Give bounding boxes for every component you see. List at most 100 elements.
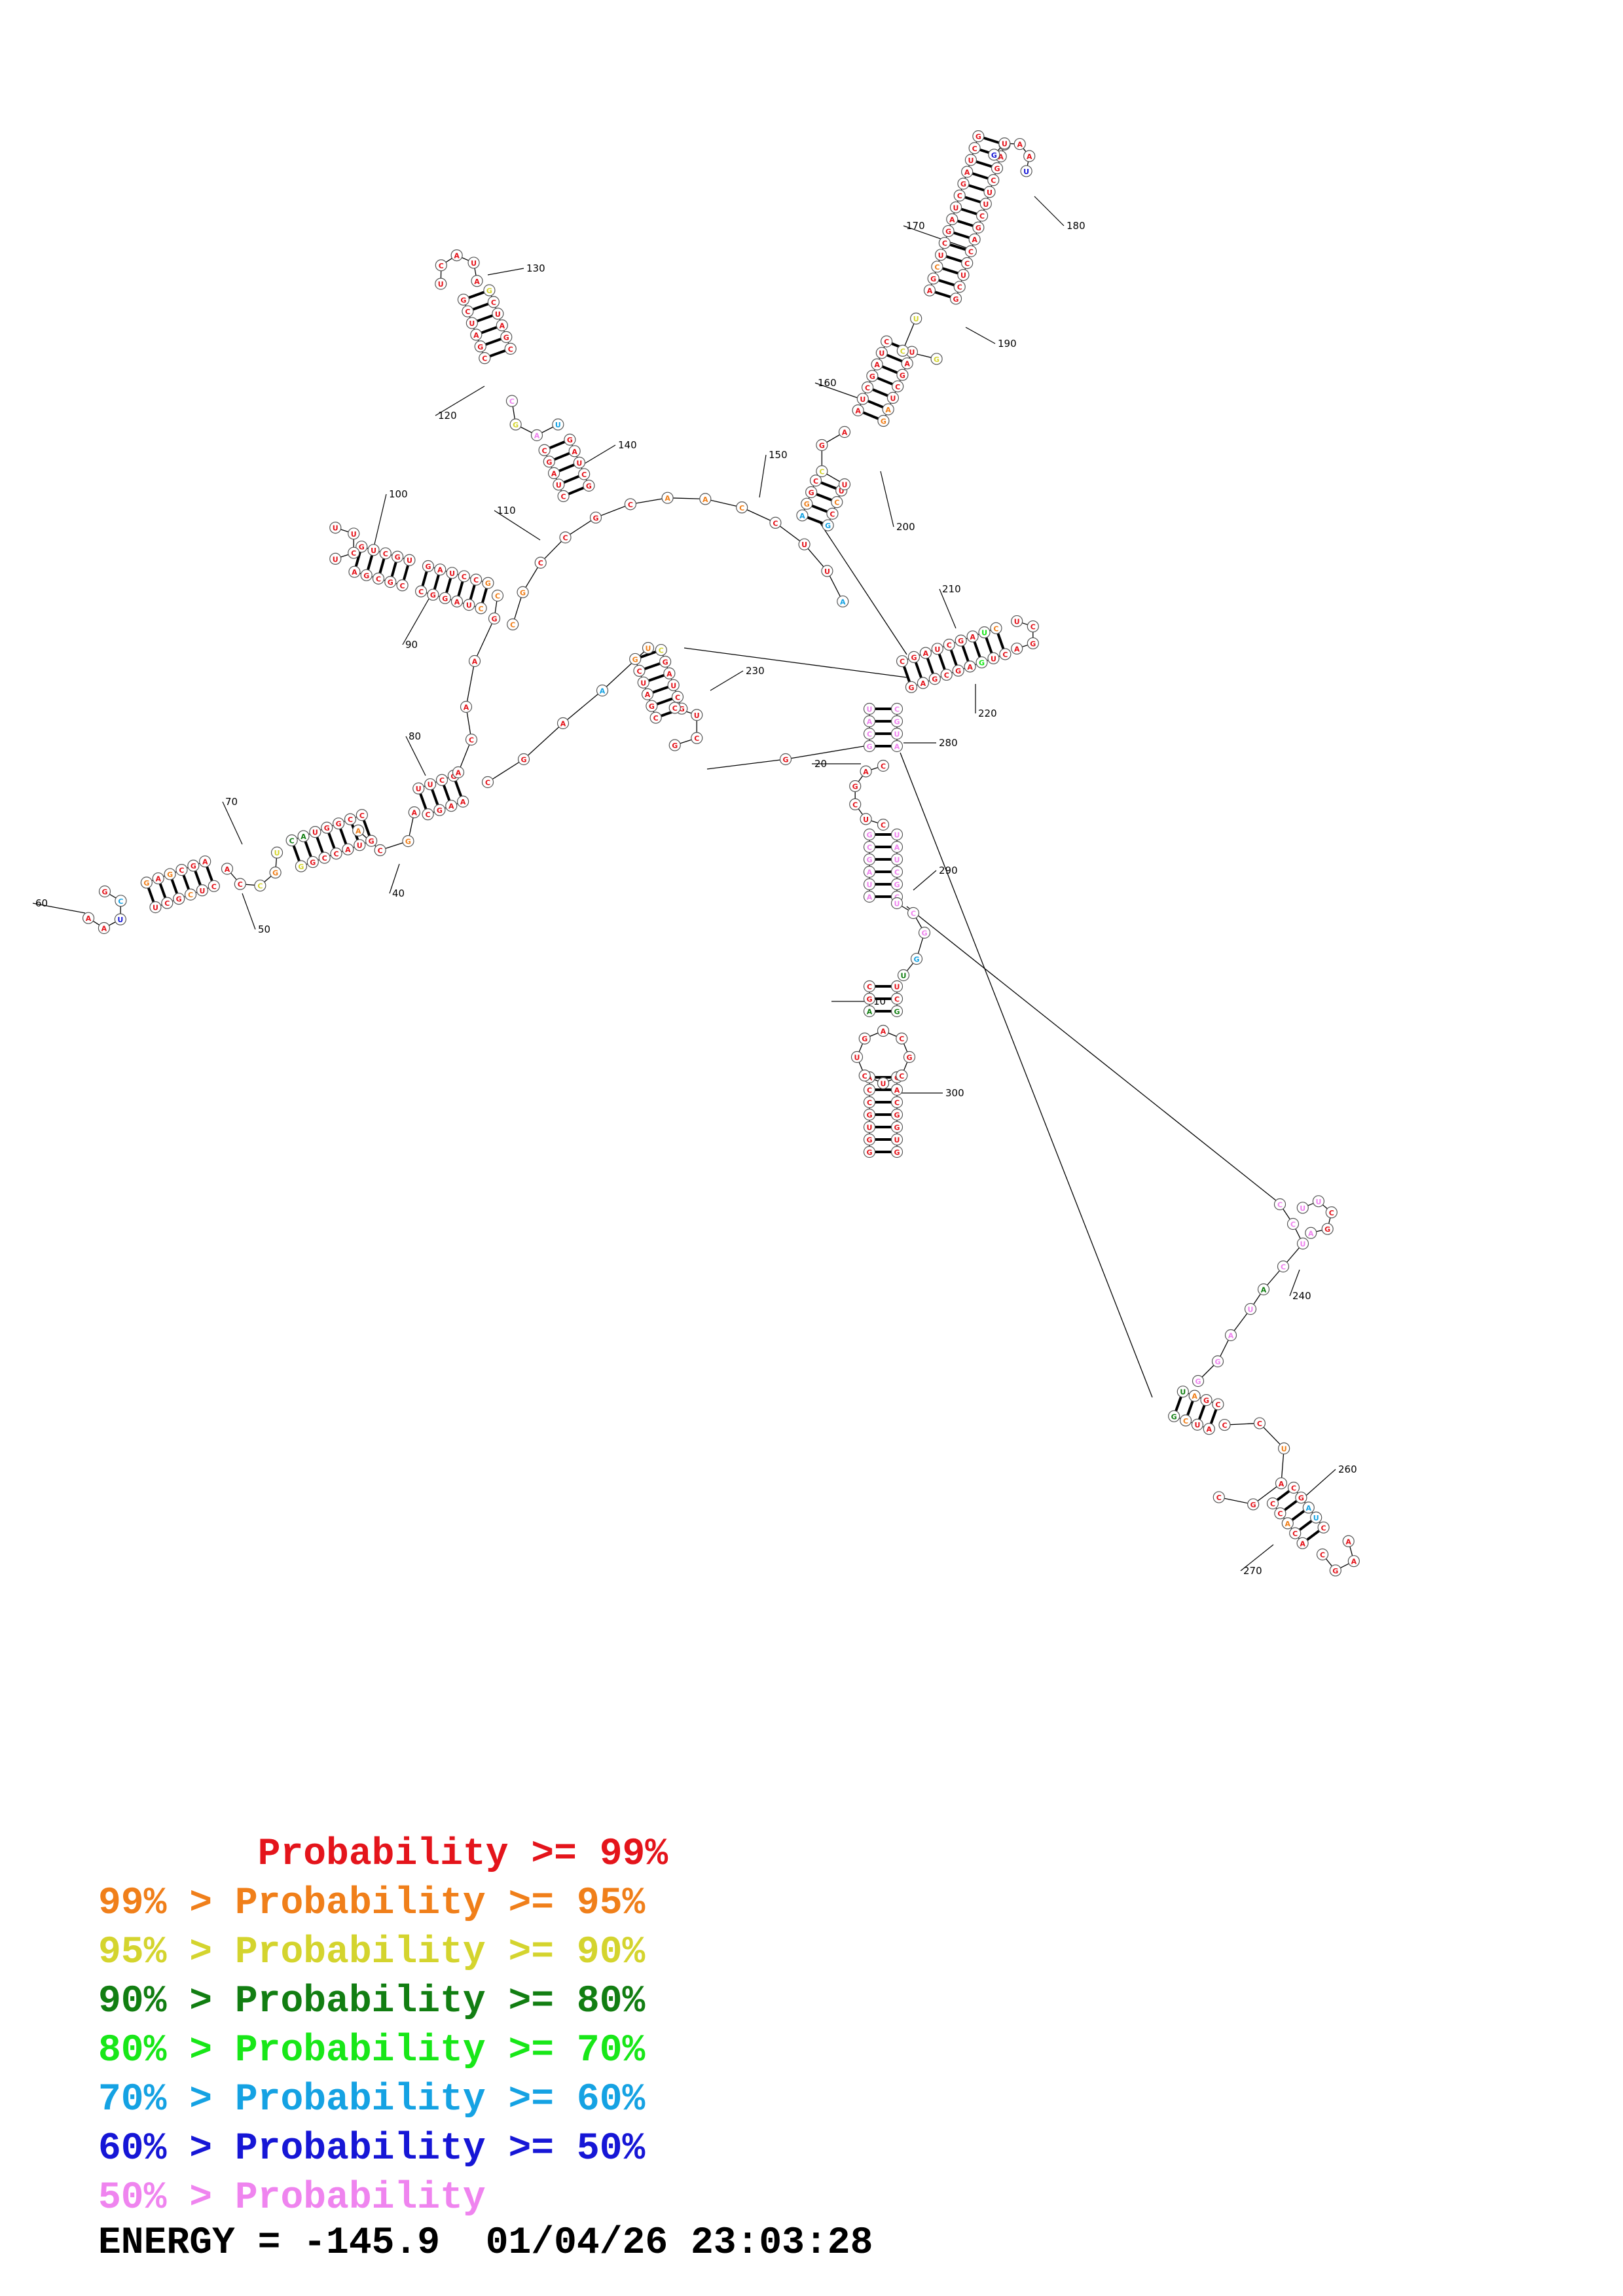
position-label-150: 150 xyxy=(769,449,788,461)
nucleotide-229: A xyxy=(923,284,936,296)
svg-text:U: U xyxy=(867,881,873,889)
legend-p50: 60% > Probability >= 50% xyxy=(98,2128,646,2170)
svg-text:A: A xyxy=(881,1028,886,1036)
svg-text:G: G xyxy=(866,1149,872,1157)
nucleotide-133: A xyxy=(434,564,447,576)
nucleotide-266: U xyxy=(1011,615,1023,628)
nucleotide-277: G xyxy=(659,655,672,668)
nucleotide-239: A xyxy=(961,166,974,178)
nucleotide-17: U xyxy=(850,1050,864,1064)
svg-text:A: A xyxy=(840,598,846,606)
svg-text:G: G xyxy=(520,588,526,597)
svg-text:A: A xyxy=(412,809,418,817)
svg-text:U: U xyxy=(471,259,477,268)
nucleotide-272: U xyxy=(637,676,649,689)
svg-text:U: U xyxy=(274,849,280,857)
nucleotide-183: A xyxy=(450,249,463,262)
nucleotide-199: A xyxy=(882,403,894,416)
svg-text:G: G xyxy=(852,783,858,791)
nucleotide-261: C xyxy=(943,638,955,651)
svg-text:G: G xyxy=(513,421,519,429)
nucleotide-6: A xyxy=(890,1083,903,1096)
nucleotide-47: A xyxy=(860,765,872,778)
nucleotide-216: C xyxy=(953,281,966,293)
svg-text:U: U xyxy=(934,645,940,654)
nucleotide-327: A xyxy=(1302,1501,1315,1514)
svg-text:U: U xyxy=(824,567,830,576)
nucleotide-26: C xyxy=(890,992,903,1005)
nucleotide-192: G xyxy=(805,486,818,499)
nucleotide-120: U xyxy=(114,913,126,925)
svg-text:U: U xyxy=(407,556,412,565)
svg-text:G: G xyxy=(866,1136,872,1145)
nucleotide-242: G xyxy=(972,130,985,143)
svg-text:C: C xyxy=(993,624,998,633)
svg-text:G: G xyxy=(632,655,638,664)
nucleotide-101: U xyxy=(270,846,283,859)
svg-text:U: U xyxy=(646,645,651,653)
svg-text:C: C xyxy=(482,355,487,363)
nucleotide-301: U xyxy=(1296,1202,1309,1214)
svg-text:A: A xyxy=(1017,141,1023,149)
svg-text:A: A xyxy=(863,768,869,776)
nucleotide-304: G xyxy=(1321,1223,1334,1235)
nucleotide-8: G xyxy=(863,1145,876,1158)
svg-text:U: U xyxy=(1281,1444,1287,1453)
svg-text:U: U xyxy=(1300,1240,1306,1249)
svg-text:U: U xyxy=(909,348,915,357)
svg-text:C: C xyxy=(865,384,870,392)
svg-text:C: C xyxy=(473,576,479,584)
nucleotide-80: A xyxy=(445,800,458,812)
svg-text:G: G xyxy=(363,571,369,580)
nucleotide-270: G xyxy=(629,653,642,666)
svg-text:C: C xyxy=(562,534,568,543)
nucleotide-308: U xyxy=(1191,1418,1204,1431)
nucleotide-293: C xyxy=(1286,1217,1300,1230)
nucleotide-158: A xyxy=(568,445,581,457)
nucleotide-197: A xyxy=(838,425,851,439)
nucleotide-194: U xyxy=(838,478,851,491)
nucleotide-226: G xyxy=(991,162,1004,175)
svg-text:A: A xyxy=(551,469,557,478)
svg-text:C: C xyxy=(899,1072,904,1081)
svg-text:G: G xyxy=(819,442,825,450)
nucleotide-246: A xyxy=(1023,150,1036,162)
svg-text:A: A xyxy=(967,663,973,672)
position-label-140: 140 xyxy=(618,439,637,451)
svg-text:C: C xyxy=(359,812,365,820)
nucleotide-274: G xyxy=(646,700,658,712)
nucleotide-175: C xyxy=(479,352,491,365)
svg-text:C: C xyxy=(881,762,886,771)
svg-text:G: G xyxy=(866,1111,872,1120)
nucleotide-209: A xyxy=(871,358,883,370)
svg-text:G: G xyxy=(1214,1358,1220,1367)
svg-text:U: U xyxy=(694,711,700,720)
nucleotide-68: A xyxy=(661,492,674,504)
svg-text:C: C xyxy=(509,397,515,406)
svg-text:C: C xyxy=(538,559,543,567)
svg-text:C: C xyxy=(894,706,900,714)
nucleotide-263: A xyxy=(966,630,979,643)
svg-text:C: C xyxy=(289,837,295,846)
nucleotide-259: A xyxy=(919,647,932,659)
nucleotide-103: C xyxy=(254,879,266,892)
nucleotide-56: U xyxy=(863,702,876,715)
svg-text:G: G xyxy=(649,702,655,711)
nucleotide-5: C xyxy=(890,1096,903,1109)
svg-text:C: C xyxy=(894,996,900,1004)
svg-text:U: U xyxy=(1194,1421,1200,1429)
nucleotide-132: U xyxy=(446,567,458,579)
nucleotide-121: A xyxy=(98,922,111,935)
position-label-280: 280 xyxy=(939,737,958,749)
svg-text:C: C xyxy=(1329,1209,1334,1217)
svg-text:A: A xyxy=(666,670,672,678)
nucleotide-249: A xyxy=(917,677,929,689)
nucleotide-62: C xyxy=(507,618,519,631)
svg-text:A: A xyxy=(500,322,505,331)
svg-text:C: C xyxy=(867,1086,872,1095)
nucleotide-276: C xyxy=(655,643,667,656)
nucleotide-11: G xyxy=(863,1108,876,1121)
nucleotide-38: U xyxy=(863,878,876,891)
nucleotide-312: G xyxy=(1200,1394,1213,1407)
svg-text:C: C xyxy=(867,730,872,739)
